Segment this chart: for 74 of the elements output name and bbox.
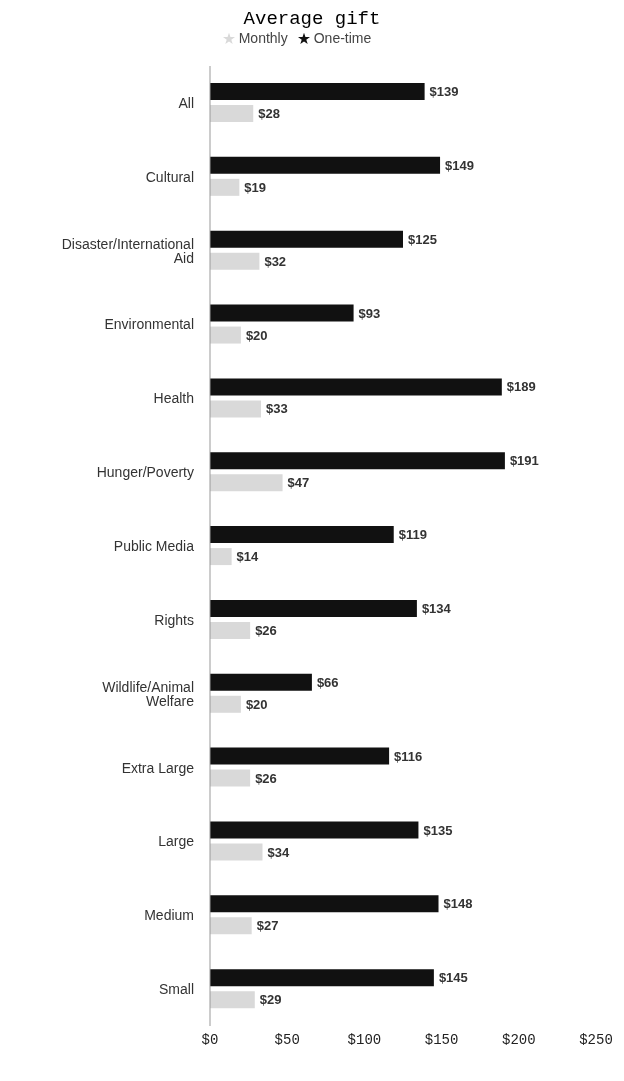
data-label: $33 [265,401,288,417]
bar [210,178,240,196]
data-label: $139 [429,84,459,100]
data-label: $149 [445,157,474,173]
bar [210,673,312,691]
bar [210,474,283,492]
data-label: $47 [287,475,310,491]
data-label: $26 [255,770,277,786]
y-tick-label: Extra Large [121,759,195,776]
y-tick-label: All [178,94,194,111]
x-tick-label: $150 [424,1031,459,1048]
data-label: $28 [258,106,280,122]
data-label: $20 [245,327,268,343]
legend-label: One-time [313,30,372,46]
bar [210,747,390,765]
data-label: $191 [509,453,539,469]
x-tick-label: $0 [201,1031,219,1048]
data-label: $14 [236,549,260,565]
bar [210,821,419,839]
y-tick-label: Wildlife/Animal Welfare [102,678,195,709]
data-label: $134 [421,601,452,617]
data-label: $93 [358,305,381,321]
data-label: $27 [256,918,279,934]
bar [210,378,502,396]
data-label: $145 [438,970,468,986]
data-label: $66 [316,674,339,690]
bar [210,769,251,787]
y-tick-label: Rights [154,611,194,628]
data-label: $119 [398,527,427,543]
bar [210,526,394,544]
y-tick-label: Public Media [113,537,195,554]
data-label: $34 [267,844,290,860]
data-label: $29 [259,992,282,1008]
data-label: $148 [443,896,473,912]
y-tick-label: Cultural [145,168,194,185]
data-label: $19 [244,179,267,195]
x-tick-label: $50 [274,1031,300,1048]
bar [210,969,434,987]
data-label: $125 [408,231,437,247]
bar [210,917,252,935]
data-label: $189 [506,379,536,395]
bar [210,83,425,100]
bar [210,452,505,470]
y-tick-label: Environmental [104,316,194,333]
y-tick-label: Small [158,981,194,998]
x-tick-label: $250 [579,1031,613,1048]
bar [210,695,241,713]
bar [210,599,417,617]
y-tick-label: Disaster/International Aid [61,235,194,266]
chart-title: Average gift [242,8,382,30]
bar [210,326,241,344]
data-label: $135 [423,822,453,838]
y-tick-label: Hunger/Poverty [96,464,194,481]
y-tick-label: Health [153,390,194,407]
x-tick-label: $200 [502,1031,536,1048]
bar [210,895,439,913]
bar [210,304,354,322]
bar [210,156,441,174]
y-tick-label: Medium [144,907,194,924]
bar [210,621,251,639]
bar [210,548,232,566]
bar [210,105,254,122]
x-tick-label: $100 [347,1031,382,1048]
bar [210,843,263,861]
data-label: $20 [245,696,268,712]
bar [210,400,261,418]
data-label: $26 [255,623,277,639]
legend-label: Monthly [238,30,288,46]
y-tick-label: Large [158,833,195,850]
bar [210,230,403,248]
data-label: $32 [264,253,287,269]
data-label: $116 [394,748,423,764]
bar [210,991,255,1009]
bar [210,252,260,270]
